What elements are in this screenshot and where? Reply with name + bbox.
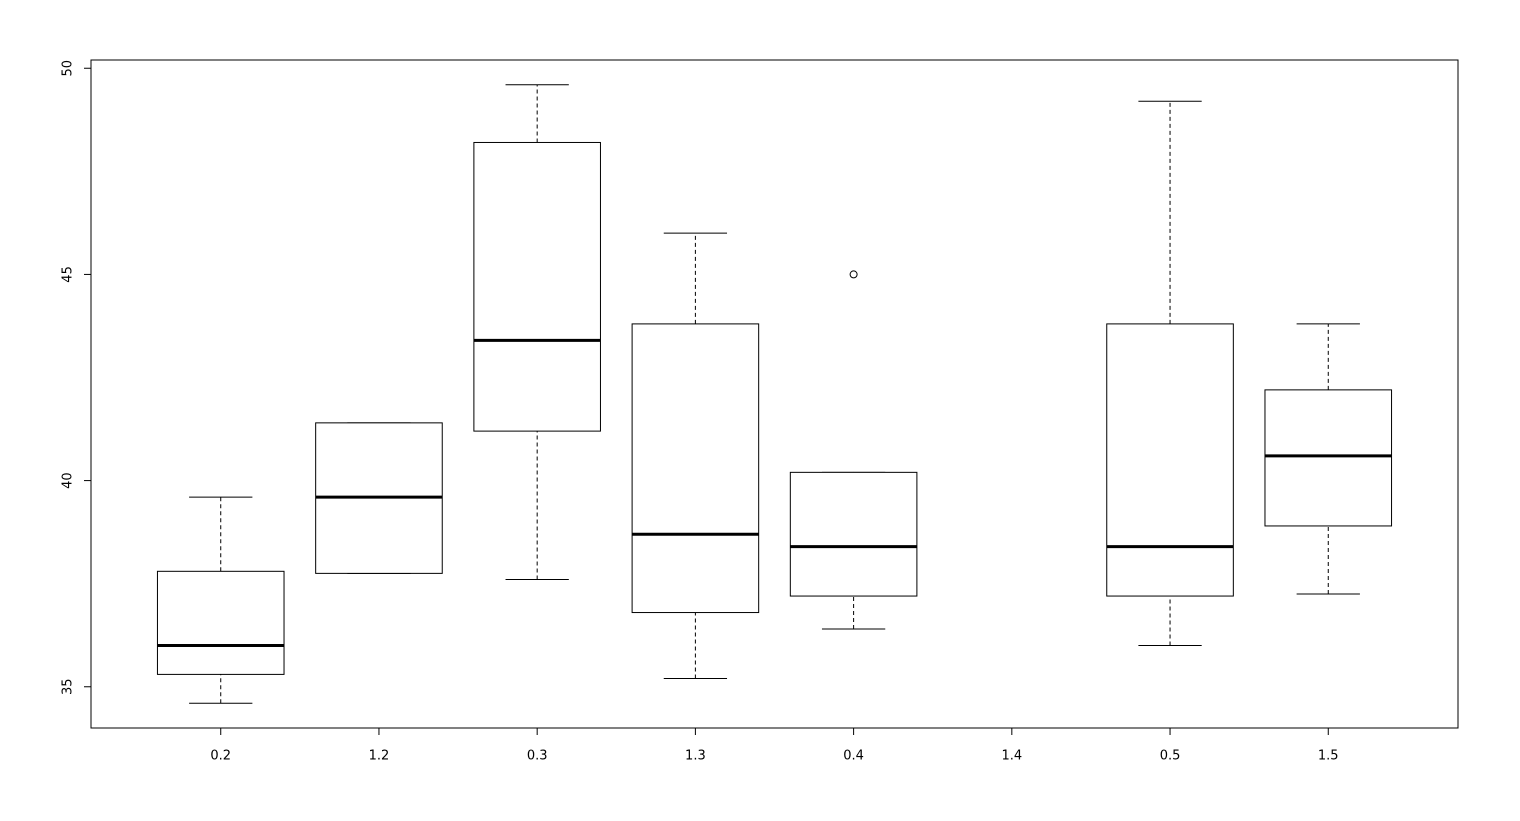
y-tick-label: 45	[61, 266, 76, 283]
x-tick-label: 0.4	[843, 749, 864, 764]
x-tick-label: 1.3	[685, 749, 706, 764]
y-tick-label: 35	[61, 678, 76, 695]
y-tick-label: 50	[61, 60, 76, 77]
plot-frame	[90, 59, 1459, 729]
x-tick-label: 0.5	[1160, 749, 1181, 764]
box	[156, 570, 285, 675]
box	[789, 471, 918, 597]
x-tick-label: 1.5	[1318, 749, 1339, 764]
x-tick-label: 0.2	[210, 749, 231, 764]
box	[473, 141, 601, 432]
outlier	[849, 270, 858, 279]
x-tick-label: 1.4	[1001, 749, 1022, 764]
y-tick-label: 40	[61, 472, 76, 489]
x-tick-label: 1.2	[369, 749, 390, 764]
x-tick-label: 0.3	[527, 749, 548, 764]
box	[1264, 389, 1393, 527]
box	[631, 323, 760, 614]
box	[1106, 323, 1234, 597]
